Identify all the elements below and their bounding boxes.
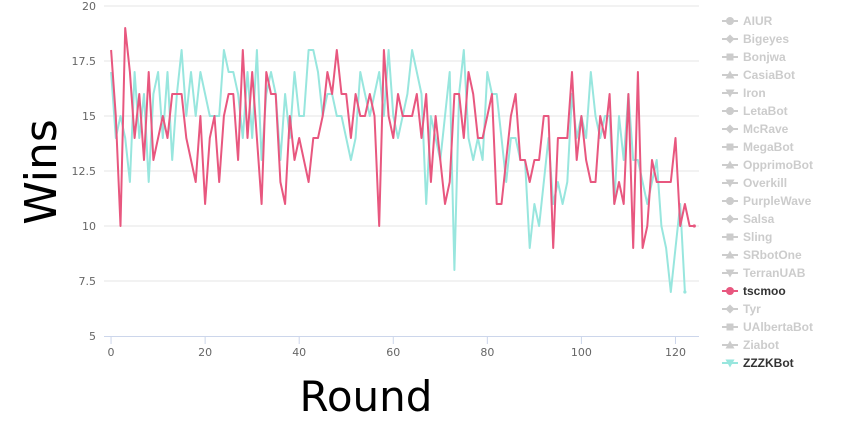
series-end-point <box>683 290 687 294</box>
legend-item-sling[interactable]: Sling <box>722 230 772 244</box>
legend-marker <box>726 287 734 295</box>
legend-item-mcrave[interactable]: McRave <box>722 122 789 136</box>
legend-label: AIUR <box>743 14 773 28</box>
legend-item-ualbertabot[interactable]: UAlbertaBot <box>722 320 813 334</box>
grid-lines <box>104 5 699 282</box>
legend-marker <box>726 53 734 61</box>
legend: AIUR Bigeyes Bonjwa CasiaBot Iron LetaBot McRa… <box>722 14 813 370</box>
legend-label: Bonjwa <box>743 50 786 64</box>
legend-label: ZZZKBot <box>743 356 794 370</box>
y-tick-label: 7.5 <box>79 275 97 288</box>
x-tick-label: 120 <box>665 346 686 359</box>
y-tick-label: 12.5 <box>72 165 97 178</box>
x-tick-label: 40 <box>292 346 306 359</box>
legend-label: Salsa <box>743 212 775 226</box>
x-axis-title: Round <box>300 372 433 421</box>
legend-label: MegaBot <box>743 140 794 154</box>
legend-marker <box>726 17 734 25</box>
x-tick-label: 60 <box>386 346 400 359</box>
legend-marker <box>726 143 734 151</box>
legend-marker <box>725 359 735 368</box>
legend-marker <box>726 323 734 331</box>
legend-marker <box>725 70 735 79</box>
legend-item-tyr[interactable]: Tyr <box>722 302 761 316</box>
legend-label: tscmoo <box>743 284 786 298</box>
legend-label: CasiaBot <box>743 68 795 82</box>
legend-item-bigeyes[interactable]: Bigeyes <box>722 32 789 46</box>
y-tick-label: 17.5 <box>72 55 97 68</box>
series-line-zzzkbot[interactable] <box>110 49 686 293</box>
legend-marker <box>725 89 735 98</box>
legend-label: SRbotOne <box>743 248 802 262</box>
legend-marker <box>725 250 735 259</box>
legend-item-terranuab[interactable]: TerranUAB <box>722 266 806 280</box>
x-tick-label: 0 <box>108 346 115 359</box>
legend-marker <box>725 340 735 349</box>
legend-label: Overkill <box>743 176 787 190</box>
legend-label: Bigeyes <box>743 32 789 46</box>
legend-marker <box>725 34 735 44</box>
legend-item-opprimobot[interactable]: OpprimoBot <box>722 158 813 172</box>
x-axis: 0 20 40 60 80 100 120 <box>104 336 699 359</box>
legend-label: Tyr <box>743 302 761 316</box>
x-tick-label: 100 <box>571 346 592 359</box>
legend-label: Iron <box>743 86 766 100</box>
legend-label: UAlbertaBot <box>743 320 813 334</box>
legend-item-iron[interactable]: Iron <box>722 86 766 100</box>
legend-item-srbotone[interactable]: SRbotOne <box>722 248 802 262</box>
y-tick-label: 15 <box>82 110 96 123</box>
legend-marker <box>725 269 735 278</box>
legend-item-salsa[interactable]: Salsa <box>722 212 775 226</box>
series-line-tscmoo[interactable] <box>110 27 695 249</box>
y-tick-label: 10 <box>82 220 96 233</box>
legend-marker <box>725 124 735 134</box>
legend-item-zzzkbot[interactable]: ZZZKBot <box>722 356 794 370</box>
legend-item-overkill[interactable]: Overkill <box>722 176 787 190</box>
legend-item-purplewave[interactable]: PurpleWave <box>722 194 812 208</box>
y-axis-ticks: 5 7.5 10 12.5 15 17.5 20 <box>72 0 97 343</box>
x-tick-label: 20 <box>198 346 212 359</box>
legend-label: PurpleWave <box>743 194 812 208</box>
y-tick-label: 5 <box>89 330 96 343</box>
legend-marker <box>725 179 735 188</box>
legend-label: TerranUAB <box>743 266 806 280</box>
legend-label: McRave <box>743 122 789 136</box>
legend-marker <box>726 197 734 205</box>
legend-item-megabot[interactable]: MegaBot <box>722 140 794 154</box>
legend-item-aiur[interactable]: AIUR <box>722 14 773 28</box>
legend-item-tscmoo[interactable]: tscmoo <box>722 284 786 298</box>
series-end-point <box>692 224 696 228</box>
legend-label: Ziabot <box>743 338 779 352</box>
plot-area <box>110 27 696 294</box>
legend-item-ziabot[interactable]: Ziabot <box>722 338 779 352</box>
legend-marker <box>725 214 735 224</box>
legend-marker <box>725 160 735 169</box>
y-tick-label: 20 <box>82 0 96 13</box>
legend-marker <box>726 107 734 115</box>
legend-label: LetaBot <box>743 104 788 118</box>
x-tick-label: 80 <box>480 346 494 359</box>
legend-marker <box>726 233 734 241</box>
y-axis-title: Wins <box>16 119 67 225</box>
legend-item-letabot[interactable]: LetaBot <box>722 104 788 118</box>
legend-label: Sling <box>743 230 772 244</box>
legend-item-casiabot[interactable]: CasiaBot <box>722 68 795 82</box>
legend-marker <box>725 304 735 314</box>
legend-item-bonjwa[interactable]: Bonjwa <box>722 50 786 64</box>
legend-label: OpprimoBot <box>743 158 813 172</box>
